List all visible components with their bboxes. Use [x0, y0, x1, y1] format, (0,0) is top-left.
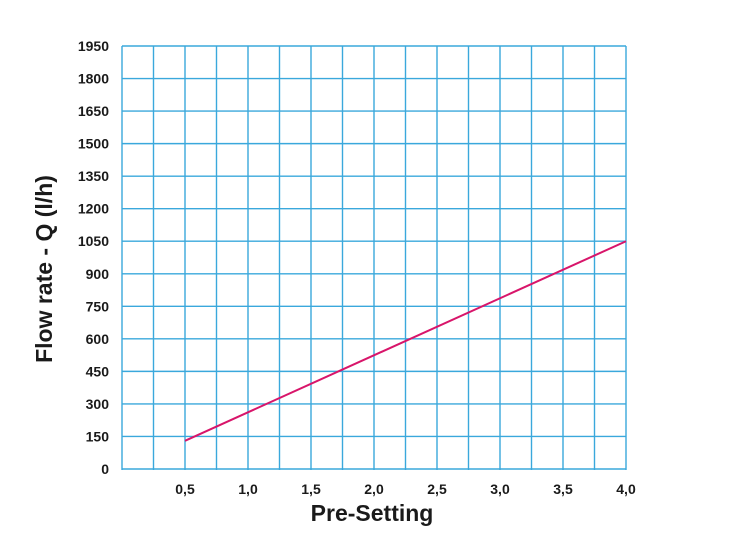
y-axis-ticks: 0 150 300 450 600 750 900 1050 1200 1350 1500 1650 1… [78, 38, 109, 477]
y-tick-label: 0 [101, 461, 109, 477]
series-line [184, 240, 627, 442]
chart-series [184, 240, 627, 442]
x-tick-label: 1,5 [301, 481, 321, 497]
y-tick-label: 1350 [78, 168, 109, 184]
y-tick-label: 750 [86, 298, 110, 314]
x-tick-label: 2,5 [427, 481, 447, 497]
x-tick-label: 0,5 [175, 481, 195, 497]
y-tick-label: 1200 [78, 201, 109, 217]
y-tick-label: 600 [86, 331, 110, 347]
x-axis-title: Pre-Setting [311, 500, 434, 526]
y-axis-title: Flow rate - Q (l/h) [31, 175, 57, 363]
y-tick-label: 1650 [78, 103, 109, 119]
y-tick-label: 1950 [78, 38, 109, 54]
y-tick-label: 1500 [78, 136, 109, 152]
x-axis-ticks: 0,5 1,0 1,5 2,0 2,5 3,0 3,5 4,0 [175, 481, 636, 497]
y-tick-label: 900 [86, 266, 110, 282]
x-tick-label: 4,0 [616, 481, 636, 497]
y-tick-label: 1050 [78, 233, 109, 249]
y-tick-label: 450 [86, 363, 110, 379]
y-tick-label: 1800 [78, 71, 109, 87]
x-tick-label: 3,0 [490, 481, 510, 497]
x-tick-label: 1,0 [238, 481, 258, 497]
y-tick-label: 300 [86, 396, 110, 412]
y-tick-label: 150 [86, 428, 110, 444]
x-tick-label: 2,0 [364, 481, 384, 497]
chart-grid [121, 45, 627, 470]
x-tick-label: 3,5 [553, 481, 573, 497]
